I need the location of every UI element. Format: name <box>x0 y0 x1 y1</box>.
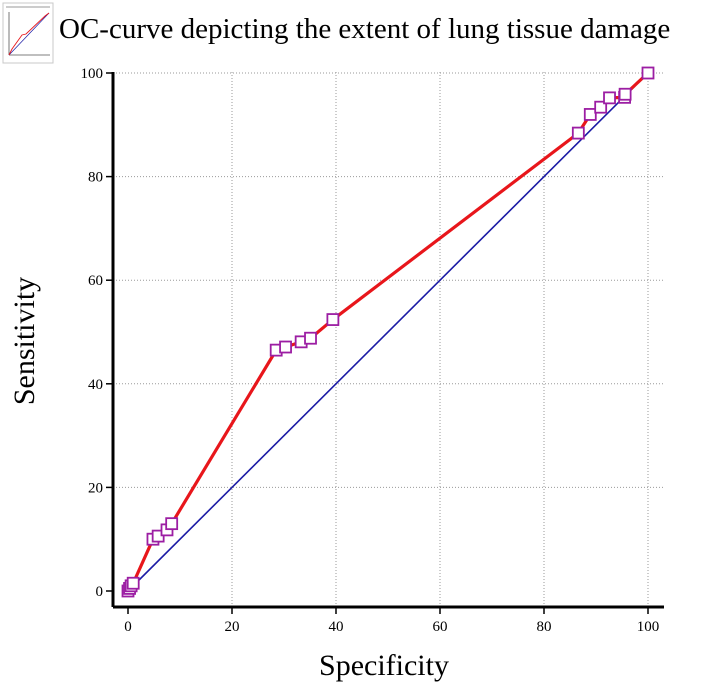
y-tick-label: 0 <box>96 584 104 600</box>
y-tick-label: 80 <box>88 170 103 186</box>
roc-point <box>126 576 140 590</box>
x-tick-label: 60 <box>433 619 448 635</box>
x-tick-label: 100 <box>637 619 660 635</box>
grid <box>113 72 664 607</box>
y-tick-label: 100 <box>81 66 104 82</box>
y-tick-label: 60 <box>88 273 103 289</box>
x-tick-label: 80 <box>537 619 552 635</box>
x-tick-label: 0 <box>124 619 132 635</box>
roc-point <box>326 313 340 326</box>
chart-thumbnail-icon <box>2 2 54 64</box>
roc-point <box>641 66 655 80</box>
reference-line <box>127 72 649 592</box>
roc-curve-series <box>121 66 655 598</box>
roc-point <box>618 87 632 101</box>
x-axis-ticks: 0 20 40 60 80 100 <box>124 607 659 635</box>
y-tick-label: 20 <box>88 480 103 496</box>
y-tick-label: 40 <box>88 377 103 393</box>
roc-point <box>603 91 616 105</box>
x-tick-label: 40 <box>329 619 344 635</box>
y-axis-ticks: 0 20 40 60 80 100 <box>81 66 113 600</box>
x-axis-label: Specificity <box>319 649 449 682</box>
reference-diagonal-line <box>127 72 649 592</box>
x-tick-label: 20 <box>225 619 240 635</box>
roc-point <box>279 340 292 354</box>
roc-point <box>165 517 179 531</box>
roc-point <box>594 100 608 114</box>
y-axis-label: Sensitivity <box>8 277 41 405</box>
roc-point <box>304 331 317 345</box>
chart-title: OC-curve depicting the extent of lung ti… <box>59 13 670 45</box>
roc-point <box>583 108 597 121</box>
roc-point <box>571 126 585 140</box>
